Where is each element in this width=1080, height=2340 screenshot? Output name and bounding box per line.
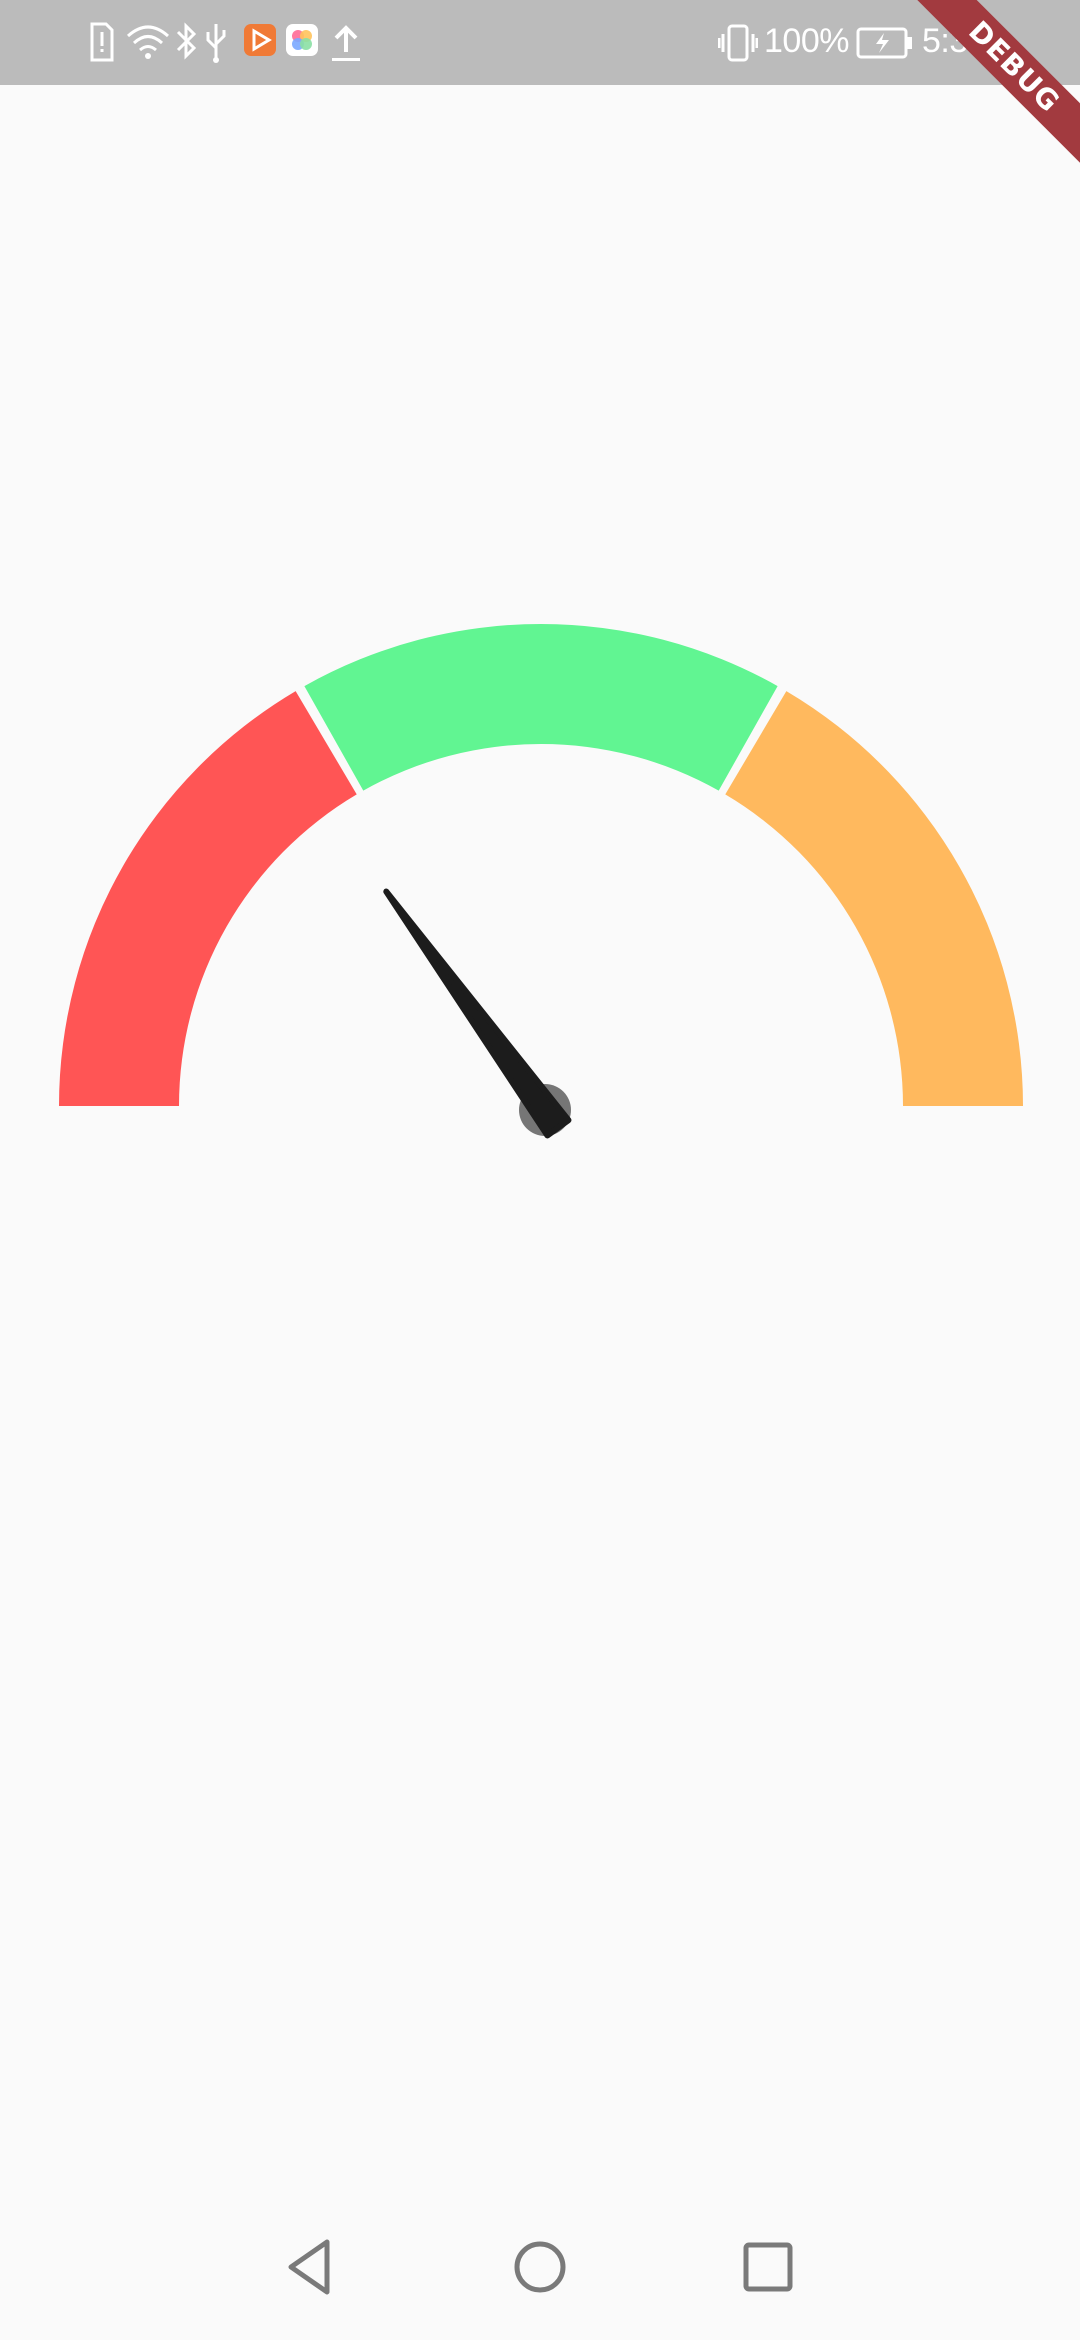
gauge-segment-high bbox=[725, 691, 1023, 1106]
home-icon[interactable] bbox=[505, 2232, 575, 2302]
status-bar-left-icons bbox=[90, 22, 360, 63]
sim-alert-icon bbox=[90, 22, 114, 62]
wifi-icon bbox=[126, 25, 170, 59]
gallery-app-icon bbox=[286, 24, 318, 56]
gauge-segment-mid bbox=[304, 624, 778, 791]
recents-icon[interactable] bbox=[733, 2232, 803, 2302]
usb-icon bbox=[206, 24, 226, 63]
gauge-segment-low bbox=[59, 691, 357, 1106]
upload-icon bbox=[332, 25, 360, 61]
navigation-bar bbox=[0, 2210, 1080, 2340]
gauge-needle bbox=[383, 888, 572, 1139]
back-icon[interactable] bbox=[275, 2232, 345, 2302]
vibrate-icon bbox=[718, 24, 758, 62]
bluetooth-icon bbox=[176, 22, 197, 60]
battery-charging-icon bbox=[856, 27, 912, 59]
battery-percent: 100% bbox=[764, 22, 849, 60]
gauge-needle-pointer bbox=[383, 888, 572, 1139]
player-app-icon bbox=[244, 24, 276, 56]
